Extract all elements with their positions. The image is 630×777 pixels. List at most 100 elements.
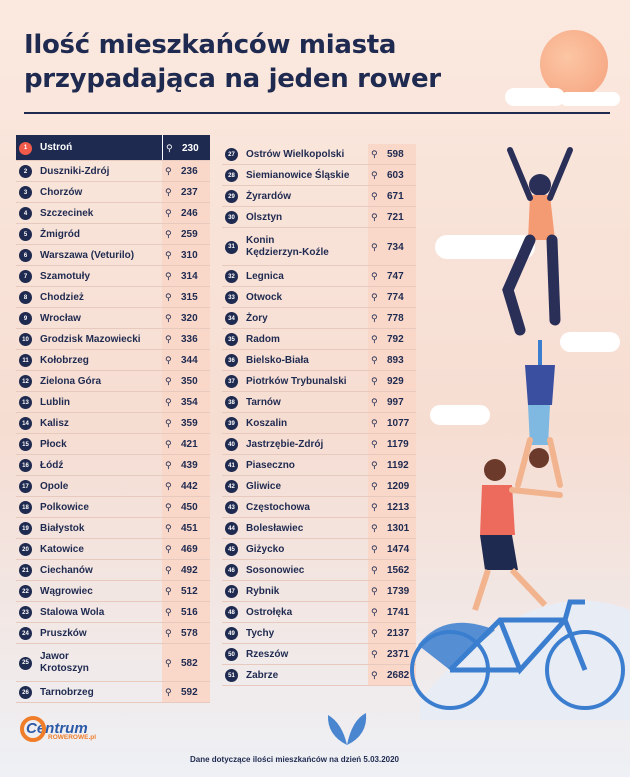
city-name: Koszalin xyxy=(246,417,288,429)
table-row: 40 Jastrzębie-Zdrój ⚲ 1179 xyxy=(222,434,416,455)
rank-number: 51 xyxy=(225,669,238,682)
centrum-rowerowe-logo: Centrum ROWEROWE.pl xyxy=(20,716,96,742)
city-name: Bolesławiec xyxy=(246,522,304,534)
row-divider xyxy=(16,370,210,371)
bicycle-icon: ⚲ xyxy=(371,355,378,365)
value-cell: ⚲ 578 xyxy=(162,623,210,644)
residents-per-bike-value: 237 xyxy=(181,187,198,198)
bicycle-icon: ⚲ xyxy=(371,481,378,491)
rank-number: 35 xyxy=(225,333,238,346)
city-name: Chorzów xyxy=(40,186,83,198)
bicycle-icon: ⚲ xyxy=(371,460,378,470)
bicycle-icon: ⚲ xyxy=(371,170,378,180)
value-cell: ⚲ 469 xyxy=(162,539,210,560)
residents-per-bike-value: 929 xyxy=(387,376,404,387)
row-divider xyxy=(16,538,210,539)
bicycle-icon: ⚲ xyxy=(165,657,172,668)
table-row: 31 Konin Kędzierzyn-Koźle ⚲ 734 xyxy=(222,228,416,266)
bicycle-icon: ⚲ xyxy=(371,586,378,596)
residents-per-bike-value: 350 xyxy=(181,376,198,387)
residents-per-bike-value: 439 xyxy=(181,460,198,471)
value-cell: ⚲ 929 xyxy=(368,371,416,392)
value-cell: ⚲ 230 xyxy=(162,135,210,161)
table-row: 22 Wągrowiec ⚲ 512 xyxy=(16,581,210,602)
table-row: 51 Zabrze ⚲ 2682 xyxy=(222,665,416,686)
rank-number: 20 xyxy=(19,543,32,556)
value-cell: ⚲ 259 xyxy=(162,224,210,245)
residents-per-bike-value: 582 xyxy=(181,657,198,669)
bicycle-icon: ⚲ xyxy=(165,376,172,386)
bicycle-icon: ⚲ xyxy=(371,628,378,638)
city-name: Ciechanów xyxy=(40,564,93,576)
rank-number: 29 xyxy=(225,190,238,203)
city-name: Rzeszów xyxy=(246,648,289,660)
row-divider xyxy=(16,681,210,682)
table-row: 26 Tarnobrzeg ⚲ 592 xyxy=(16,682,210,703)
residents-per-bike-value: 792 xyxy=(387,334,404,345)
row-divider xyxy=(222,433,416,434)
residents-per-bike-value: 893 xyxy=(387,355,404,366)
rank-number: 50 xyxy=(225,648,238,661)
value-cell: ⚲ 246 xyxy=(162,203,210,224)
row-divider xyxy=(16,349,210,350)
footer-note: Dane dotyczące ilości mieszkańców na dzi… xyxy=(190,755,399,764)
city-name: Szamotuły xyxy=(40,270,91,282)
table-row: 29 Żyrardów ⚲ 671 xyxy=(222,186,416,207)
city-name: Wągrowiec xyxy=(40,585,93,597)
rank-number: 33 xyxy=(225,291,238,304)
city-name: Piotrków Trybunalski xyxy=(246,375,347,387)
rank-number: 8 xyxy=(19,291,32,304)
value-cell: ⚲ 1562 xyxy=(368,560,416,581)
city-name: Otwock xyxy=(246,291,283,303)
value-cell: ⚲ 1741 xyxy=(368,602,416,623)
rank-number: 5 xyxy=(19,228,32,241)
table-row: 18 Polkowice ⚲ 450 xyxy=(16,497,210,518)
row-divider xyxy=(16,412,210,413)
value-cell: ⚲ 598 xyxy=(368,144,416,165)
city-name: Tarnów xyxy=(246,396,281,408)
bicycle-icon: ⚲ xyxy=(165,607,172,617)
table-row: 23 Stalowa Wola ⚲ 516 xyxy=(16,602,210,623)
bicycle-icon: ⚲ xyxy=(165,397,172,407)
bicycle-icon: ⚲ xyxy=(371,191,378,201)
residents-per-bike-value: 592 xyxy=(181,687,198,698)
bicycle-icon: ⚲ xyxy=(165,628,172,638)
value-cell: ⚲ 451 xyxy=(162,518,210,539)
table-row: 46 Sosonowiec ⚲ 1562 xyxy=(222,560,416,581)
bicycle-icon: ⚲ xyxy=(371,212,378,222)
residents-per-bike-value: 1209 xyxy=(387,481,410,492)
row-divider xyxy=(222,643,416,644)
city-name: Pruszków xyxy=(40,627,87,639)
residents-per-bike-value: 1192 xyxy=(387,460,409,471)
city-name: Grodzisk Mazowiecki xyxy=(40,333,141,345)
residents-per-bike-value: 314 xyxy=(181,271,198,282)
row-divider xyxy=(16,496,210,497)
rank-number: 13 xyxy=(19,396,32,409)
city-name: Jawor Krotoszyn xyxy=(40,651,89,674)
bicycle-icon: ⚲ xyxy=(371,565,378,575)
rank-number: 16 xyxy=(19,459,32,472)
bicycle-icon: ⚲ xyxy=(371,523,378,533)
bicycle-icon: ⚲ xyxy=(371,607,378,617)
bicycle-icon: ⚲ xyxy=(165,166,172,176)
residents-per-bike-value: 778 xyxy=(387,313,404,324)
value-cell: ⚲ 1179 xyxy=(368,434,416,455)
residents-per-bike-value: 603 xyxy=(387,170,404,181)
value-cell: ⚲ 603 xyxy=(368,165,416,186)
table-row: 12 Zielona Góra ⚲ 350 xyxy=(16,371,210,392)
table-row: 2 Duszniki-Zdrój ⚲ 236 xyxy=(16,161,210,182)
row-divider xyxy=(16,265,210,266)
city-name: Zielona Góra xyxy=(40,375,102,387)
rank-number: 48 xyxy=(225,606,238,619)
table-row: 1 Ustroń ⚲ 230 xyxy=(16,135,210,161)
rank-number: 3 xyxy=(19,186,32,199)
value-cell: ⚲ 442 xyxy=(162,476,210,497)
city-name: Polkowice xyxy=(40,501,89,513)
residents-per-bike-value: 1562 xyxy=(387,565,410,576)
city-name: Żory xyxy=(246,312,268,324)
value-cell: ⚲ 2137 xyxy=(368,623,416,644)
rank-number: 9 xyxy=(19,312,32,325)
row-divider xyxy=(16,475,210,476)
city-name: Płock xyxy=(40,438,67,450)
bicycle-icon: ⚲ xyxy=(371,313,378,323)
